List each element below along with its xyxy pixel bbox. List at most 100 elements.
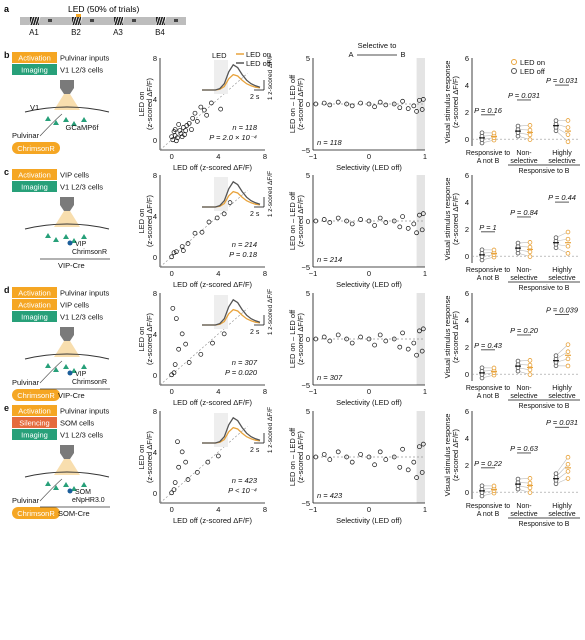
microscope-icon: [60, 445, 74, 459]
y-tick-label: 0: [153, 136, 157, 145]
data-point-led-on: [565, 243, 571, 249]
data-point-led-on: [527, 480, 533, 486]
neuron-icon: [63, 117, 69, 122]
x-tick-label: 0: [367, 505, 371, 514]
data-point-led-on: [527, 476, 533, 481]
tag-silencing: [12, 417, 57, 428]
data-point: [397, 344, 403, 350]
x-tick-label: 8: [263, 269, 267, 278]
data-point: [335, 449, 341, 455]
p-value-label: P = 0.16: [474, 106, 503, 115]
grating-stripe: [79, 16, 83, 26]
data-point: [419, 470, 425, 475]
data-point: [189, 127, 194, 132]
y-tick-label: 0: [465, 370, 469, 379]
n-label: n = 423: [317, 491, 343, 500]
data-point: [192, 230, 198, 236]
source-label: Pulvinar: [12, 131, 40, 140]
legend-marker-off: [511, 68, 517, 74]
data-point: [208, 100, 214, 106]
x-tick-label: −1: [309, 269, 318, 278]
trace-inset: 2 s 1 z-scored ΔF/F: [202, 407, 274, 454]
data-point: [170, 305, 176, 311]
unity-line: [159, 73, 248, 151]
paired-line: [555, 351, 569, 360]
data-point-led-on: [565, 363, 571, 369]
microscope-icon: [60, 80, 74, 94]
y-tick-label: 8: [153, 54, 157, 63]
data-point-led-on: [565, 454, 571, 460]
neuron-icon: [81, 364, 87, 369]
p-value-label: P = 0.22: [474, 459, 503, 468]
data-point: [327, 338, 333, 344]
data-point: [358, 334, 363, 340]
x-tick-label: 0: [170, 152, 174, 161]
tag-text: V1 L2/3 cells: [60, 313, 103, 322]
grating-stripe: [32, 16, 36, 26]
p-value-label: P = 1: [479, 223, 496, 232]
scale-bar-y-label: 1 z-scored ΔF/F: [267, 407, 274, 453]
neuron-icon: [63, 234, 69, 239]
scatter-difference-vs-selectivity: −1 0 1 5 0 −5 Selectivity (LED off) LED on – LE…: [288, 407, 427, 525]
opsin-label: eNpHR3.0: [72, 497, 105, 504]
x-axis-label: LED off (z-scored ΔF/F): [173, 280, 253, 289]
tag-imaging: [12, 181, 57, 192]
chart-visual-stimulus-response: 0 2 4 6 Visual stimulus response (z-scored ΔF…: [443, 171, 580, 292]
data-point: [419, 348, 425, 354]
data-point: [321, 100, 327, 106]
chart-visual-stimulus-response: 0 2 4 6 Visual stimulus response (z-scored ΔF…: [443, 289, 580, 410]
tag-text: SOM cells: [60, 419, 94, 428]
data-point-led-on: [565, 139, 571, 145]
trace-line: [202, 416, 261, 444]
unity-line: [159, 308, 248, 386]
p-label: P = 2.0 × 10⁻⁴: [209, 133, 257, 142]
x-axis-label: LED off (z-scored ΔF/F): [173, 516, 253, 525]
y-tick-label: 0: [465, 252, 469, 261]
data-point-led-on: [565, 469, 571, 474]
y-tick-label: 4: [153, 330, 157, 339]
neuron-icon: [71, 486, 77, 491]
data-point: [405, 106, 411, 111]
panel-b: b Activation Pulvinar inputs Imaging V1 L2/3…: [4, 41, 580, 175]
data-point: [411, 459, 417, 465]
data-point-led-on: [565, 132, 571, 137]
legend-led-on: LED on: [246, 50, 271, 59]
microscope-icon: [60, 327, 74, 341]
x-axis-label: LED off (z-scored ΔF/F): [173, 398, 253, 407]
p-value-label: P = 0.031: [508, 91, 540, 100]
data-point-led-on: [527, 123, 533, 128]
neuron-icon: [71, 368, 77, 373]
data-point: [183, 341, 189, 347]
trace-line: [202, 63, 261, 91]
data-point: [405, 467, 411, 473]
stimulus-label: A3: [113, 28, 123, 37]
neuron-icon: [45, 481, 51, 486]
x-tick-label: −1: [309, 505, 318, 514]
data-point: [358, 452, 363, 457]
grating-stripe: [163, 16, 167, 26]
selective-b-label: B: [400, 50, 405, 59]
y-axis-label: LED on: [137, 91, 146, 116]
panel-letter-a: a: [4, 4, 10, 14]
neuron-icon: [45, 363, 51, 368]
y-tick-label: 0: [306, 217, 310, 226]
legend-marker-on: [511, 59, 517, 65]
y-axis-label: (z-scored ΔF/F): [296, 312, 305, 365]
neuron-icon: [71, 121, 77, 126]
grating-stripe: [34, 16, 38, 26]
tag-imaging: [12, 64, 57, 75]
data-point-led-off: [515, 240, 521, 246]
light-cone-icon: [54, 341, 80, 357]
x-axis-label: Selectivity (LED off): [336, 398, 402, 407]
grating-stripe: [116, 16, 120, 26]
y-tick-label: 0: [153, 489, 157, 498]
y-tick-label: 4: [153, 448, 157, 457]
data-point: [186, 360, 192, 365]
y-tick-label: 4: [465, 316, 469, 325]
x-tick-label: 1: [423, 269, 427, 278]
tag-text: VIP cells: [60, 171, 89, 180]
data-point-led-on: [527, 490, 533, 495]
data-point: [173, 138, 179, 144]
data-point: [172, 362, 178, 367]
data-point-led-on: [565, 251, 571, 256]
